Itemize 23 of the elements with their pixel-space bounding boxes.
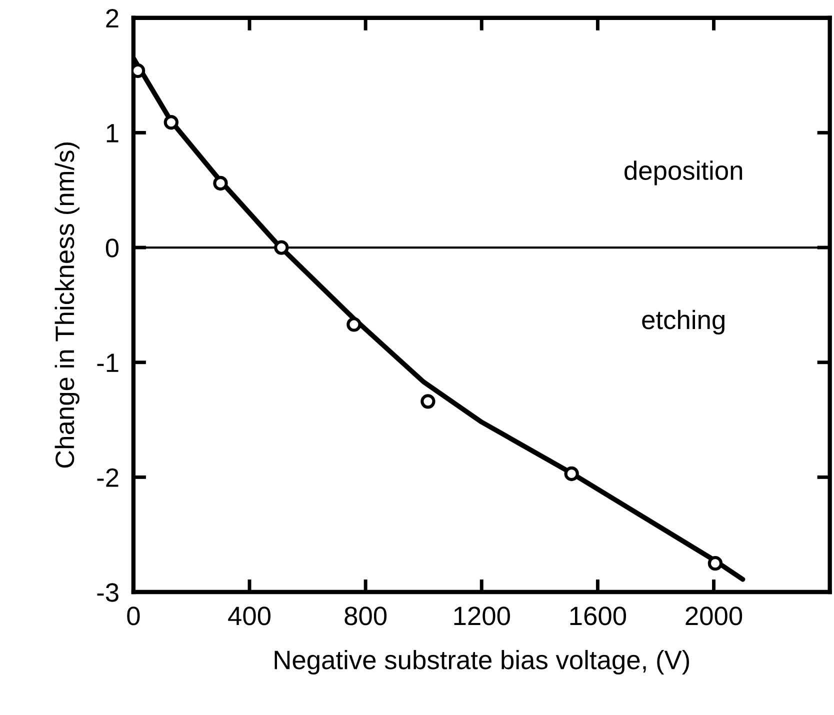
point: [346, 317, 362, 332]
point: [274, 240, 289, 255]
y-axis-title: Change in Thickness (nm/s): [54, 142, 80, 468]
x-tick-label: 0: [127, 606, 140, 626]
point: [564, 466, 579, 482]
annotation: deposition: [624, 160, 742, 186]
point: [420, 394, 436, 409]
x-tick-label: 400: [228, 606, 270, 626]
y-tick-label: -3: [97, 583, 118, 602]
x-tick-label: 1200: [454, 606, 510, 626]
x-axis-title: Negative substrate bias voltage, (V): [274, 650, 690, 675]
annotation: etching: [642, 310, 724, 334]
x-tick-label: 800: [344, 606, 387, 626]
y-tick-label: 0: [106, 238, 119, 258]
point: [213, 176, 228, 191]
x-tick-label: 1600: [570, 606, 626, 626]
point: [164, 115, 178, 130]
y-tick-label: 2: [106, 9, 118, 28]
y-tick-label: 1: [106, 124, 118, 142]
x-tick-label: 2000: [686, 606, 742, 626]
y-tick-label: -1: [97, 354, 118, 372]
point: [708, 556, 723, 571]
y-tick-label: -2: [97, 468, 118, 487]
